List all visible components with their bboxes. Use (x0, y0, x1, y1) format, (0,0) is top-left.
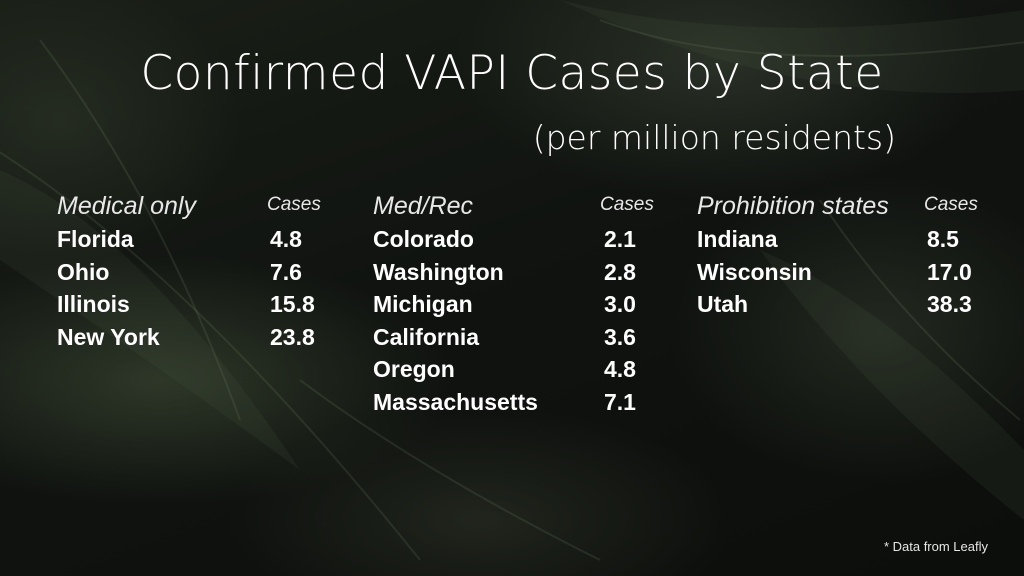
table-row: New York 23.8 (57, 324, 327, 357)
case-value: 38.3 (927, 291, 972, 318)
state-name: Washington (373, 258, 504, 285)
case-value: 4.8 (270, 226, 302, 252)
state-name: Utah (697, 291, 749, 318)
table-row: Florida 4.8 (57, 226, 327, 259)
state-name: Wisconsin (697, 258, 812, 285)
case-value: 2.1 (604, 226, 636, 252)
group-header: Med/Rec Cases (373, 192, 663, 226)
chart-subtitle: (per million residents) (532, 118, 896, 157)
case-value: 3.6 (604, 323, 636, 350)
table-row: Oregon 4.8 (373, 356, 663, 389)
source-footnote: * Data from Leafly (883, 539, 988, 554)
cases-column-label: Cases (267, 194, 321, 215)
state-name: New York (57, 323, 160, 350)
cases-column-label: Cases (924, 194, 978, 215)
group-med-rec: Med/Rec Cases Colorado 2.1 Washington 2.… (373, 192, 663, 422)
table-row: Colorado 2.1 (373, 226, 663, 259)
table-row: Michigan 3.0 (373, 291, 663, 324)
group-prohibition-states: Prohibition states Cases Indiana 8.5 Wis… (697, 192, 997, 324)
case-value: 15.8 (270, 291, 315, 318)
state-name: California (373, 323, 480, 350)
case-value: 17.0 (927, 258, 972, 285)
case-value: 7.6 (270, 258, 302, 285)
group-header: Prohibition states Cases (697, 192, 997, 226)
state-name: Florida (57, 226, 134, 252)
state-name: Massachusetts (373, 388, 538, 415)
case-value: 7.1 (604, 388, 636, 415)
state-name: Illinois (57, 291, 130, 318)
case-value: 4.8 (604, 356, 636, 383)
state-name: Colorado (373, 226, 474, 252)
table-row: Utah 38.3 (697, 291, 997, 324)
table-row: Illinois 15.8 (57, 291, 327, 324)
group-header: Medical only Cases (57, 192, 327, 226)
chart-title: Confirmed VAPI Cases by State (140, 46, 884, 101)
cases-column-label: Cases (600, 194, 654, 215)
table-row: California 3.6 (373, 324, 663, 357)
table-row: Wisconsin 17.0 (697, 259, 997, 292)
table-row: Ohio 7.6 (57, 259, 327, 292)
case-value: 3.0 (604, 291, 636, 318)
state-name: Indiana (697, 226, 778, 252)
state-name: Oregon (373, 356, 455, 383)
state-name: Michigan (373, 291, 473, 318)
case-value: 8.5 (927, 226, 959, 252)
case-value: 23.8 (270, 323, 315, 350)
group-name: Med/Rec (373, 192, 474, 220)
table-row: Washington 2.8 (373, 259, 663, 292)
group-medical-only: Medical only Cases Florida 4.8 Ohio 7.6 … (57, 192, 327, 356)
table-row: Indiana 8.5 (697, 226, 997, 259)
group-name: Prohibition states (697, 192, 889, 220)
table-row: Massachusetts 7.1 (373, 389, 663, 422)
state-name: Ohio (57, 258, 110, 285)
case-value: 2.8 (604, 258, 636, 285)
group-name: Medical only (57, 192, 196, 220)
